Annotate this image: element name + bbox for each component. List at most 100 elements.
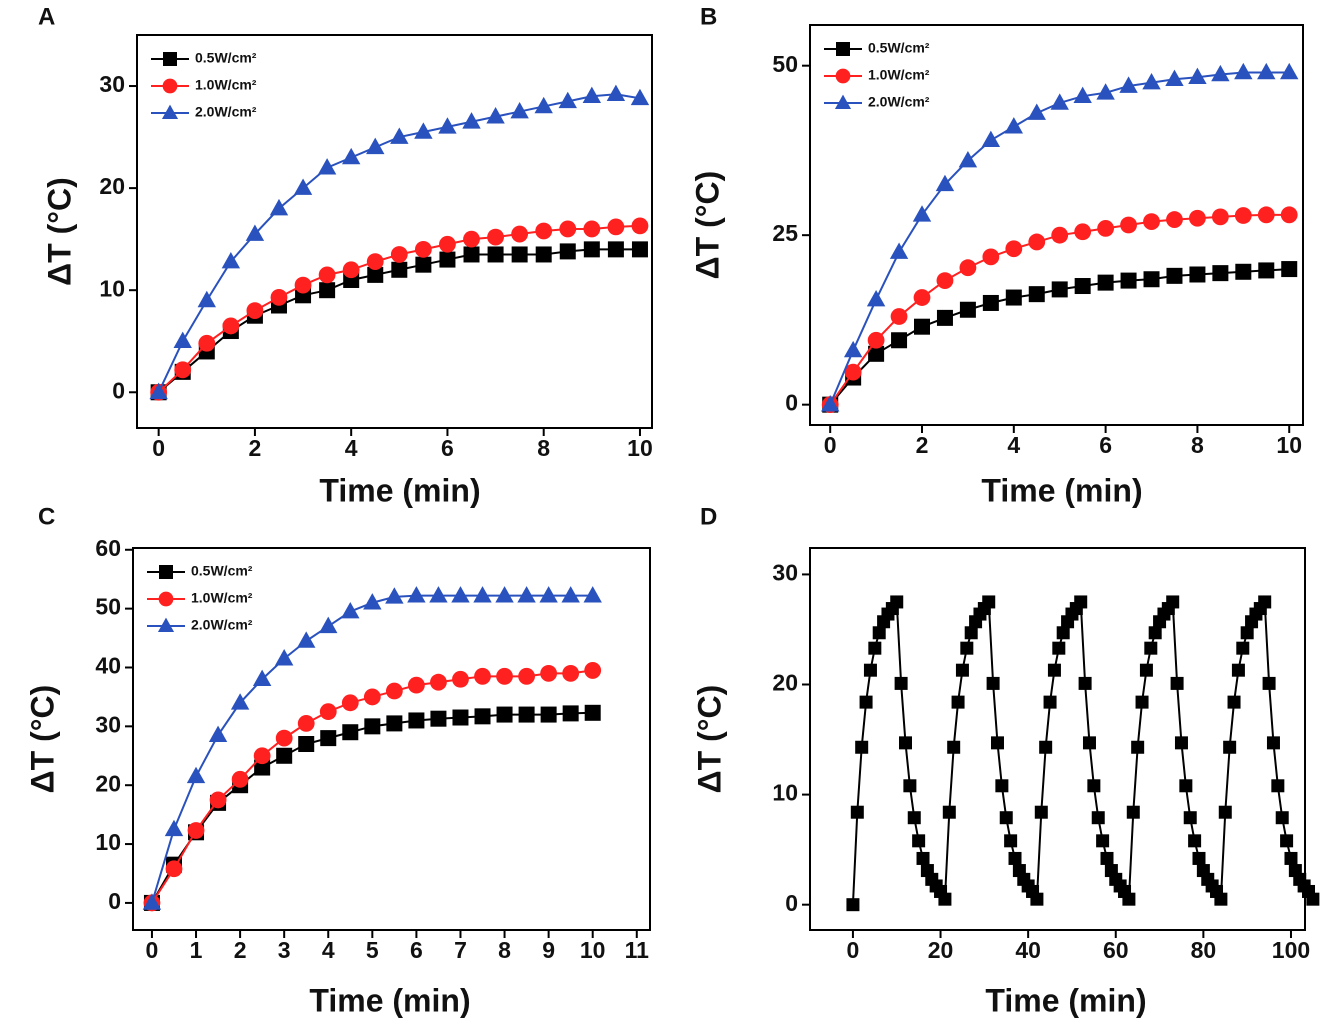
- marker: [868, 345, 885, 362]
- marker: [495, 586, 514, 603]
- marker: [855, 740, 869, 754]
- marker: [208, 725, 228, 742]
- series-line: [150, 594, 593, 904]
- marker: [982, 595, 996, 609]
- marker: [1100, 851, 1114, 865]
- marker: [274, 649, 294, 666]
- y-tick-label: 40: [95, 653, 121, 679]
- marker: [1280, 834, 1294, 848]
- marker: [1028, 286, 1045, 303]
- marker: [959, 259, 977, 277]
- marker: [510, 101, 529, 119]
- marker: [1119, 76, 1138, 93]
- legend-marker: [834, 94, 852, 109]
- marker: [415, 256, 432, 273]
- marker: [1087, 779, 1101, 793]
- y-tick-label: 10: [95, 829, 121, 855]
- marker: [1214, 892, 1228, 906]
- marker: [1135, 695, 1149, 709]
- marker: [386, 715, 403, 732]
- x-tick-label: 2: [234, 937, 247, 963]
- legend-label: 0.5W/cm²: [191, 563, 253, 579]
- marker: [955, 663, 969, 677]
- x-tick-label: 8: [498, 937, 511, 963]
- y-tick-label: 20: [99, 173, 125, 199]
- marker: [999, 811, 1013, 825]
- marker: [429, 586, 448, 603]
- marker: [535, 246, 552, 263]
- marker: [1143, 271, 1160, 288]
- x-axis-label: Time (min): [985, 982, 1146, 1018]
- marker: [1280, 206, 1298, 224]
- marker: [474, 708, 491, 725]
- plot-frame: [132, 547, 651, 931]
- marker: [995, 779, 1009, 793]
- marker: [891, 332, 908, 349]
- marker: [583, 241, 600, 258]
- x-tick-label: 4: [1007, 432, 1020, 458]
- marker: [631, 241, 648, 258]
- marker: [959, 301, 976, 318]
- y-axis-label: ΔT (°C): [689, 171, 725, 280]
- y-tick-label: 60: [95, 535, 121, 561]
- marker: [439, 251, 456, 268]
- y-axis-label: ΔT (°C): [41, 177, 77, 286]
- plot-frame: [136, 34, 653, 429]
- marker: [850, 805, 864, 819]
- marker: [935, 174, 955, 192]
- marker: [297, 631, 316, 648]
- marker: [534, 96, 553, 114]
- marker: [463, 230, 480, 248]
- marker: [1008, 851, 1022, 865]
- marker: [1051, 281, 1068, 298]
- marker: [385, 682, 403, 700]
- marker: [1030, 892, 1044, 906]
- x-tick-label: 0: [146, 937, 159, 963]
- marker: [539, 586, 558, 603]
- marker: [1122, 892, 1136, 906]
- marker: [558, 91, 577, 109]
- marker: [951, 695, 965, 709]
- legend-label: 2.0W/cm²: [191, 617, 253, 633]
- marker: [582, 86, 602, 104]
- marker: [1189, 266, 1206, 283]
- y-tick-label: 0: [785, 890, 798, 916]
- marker: [1234, 207, 1252, 224]
- marker: [863, 663, 877, 677]
- marker: [297, 715, 315, 732]
- x-tick-label: 20: [928, 937, 954, 963]
- x-tick-label: 10: [580, 937, 606, 963]
- marker: [197, 290, 216, 308]
- x-tick-label: 1: [190, 937, 203, 963]
- marker: [912, 205, 932, 222]
- marker: [844, 363, 862, 381]
- marker: [1231, 663, 1245, 677]
- marker: [487, 228, 504, 246]
- marker: [1258, 262, 1275, 279]
- marker: [914, 318, 931, 335]
- marker: [414, 122, 433, 139]
- marker: [452, 709, 469, 726]
- marker: [364, 718, 381, 735]
- marker: [363, 688, 381, 706]
- marker: [1034, 805, 1048, 819]
- x-tick-label: 0: [152, 435, 165, 461]
- marker: [511, 246, 528, 263]
- marker: [1056, 626, 1070, 640]
- marker: [1047, 663, 1061, 677]
- marker: [1051, 226, 1069, 244]
- marker: [518, 706, 535, 723]
- marker: [859, 695, 873, 709]
- marker: [982, 294, 999, 311]
- marker: [1120, 272, 1137, 289]
- marker: [584, 704, 601, 721]
- marker: [867, 331, 885, 349]
- marker: [1074, 223, 1092, 241]
- marker: [1028, 233, 1046, 251]
- marker: [866, 289, 886, 307]
- marker: [1120, 216, 1137, 234]
- legend-label: 0.5W/cm²: [868, 40, 930, 56]
- marker: [1126, 805, 1140, 819]
- legend-label: 1.0W/cm²: [195, 77, 257, 93]
